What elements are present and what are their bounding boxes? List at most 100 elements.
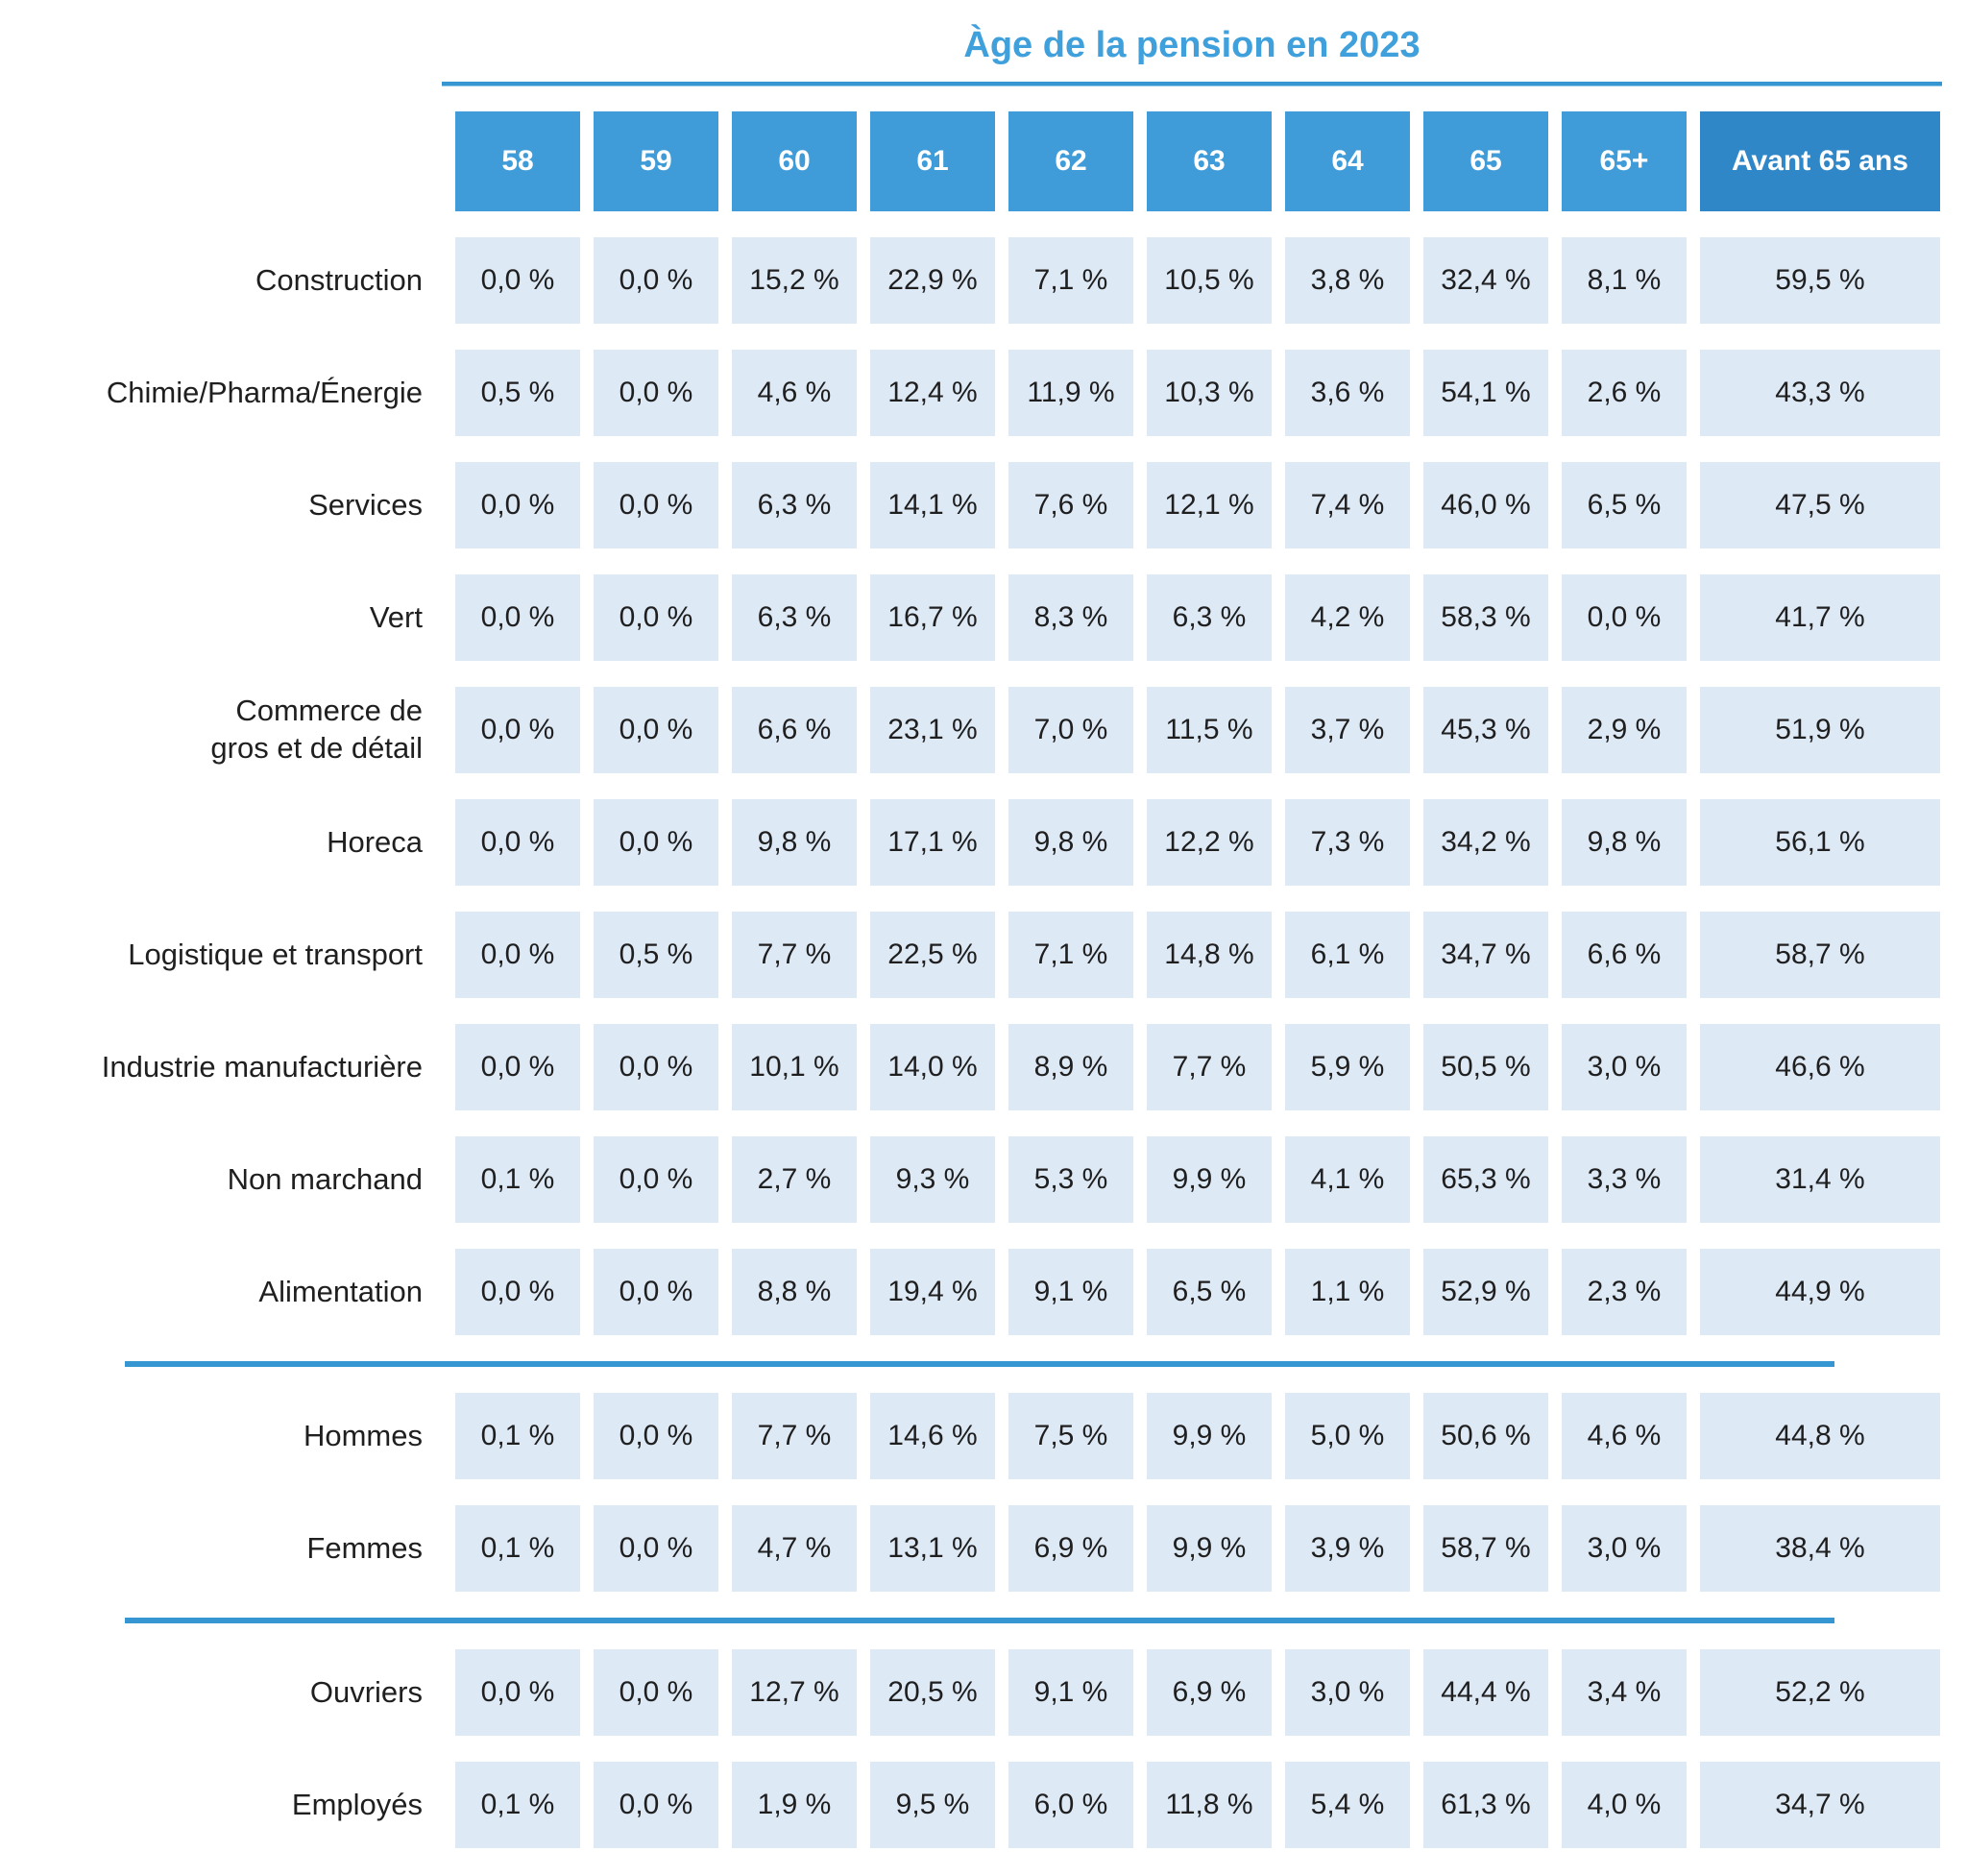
- value-cell: 51,9 %: [1700, 687, 1940, 773]
- value-cell: 0,0 %: [594, 799, 718, 886]
- value-cell: 0,0 %: [594, 574, 718, 661]
- value-cell: 11,5 %: [1147, 687, 1272, 773]
- title-rule: [442, 82, 1942, 86]
- group-separator-line: [125, 1618, 1834, 1623]
- value-cell: 12,4 %: [870, 350, 995, 436]
- value-cell: 45,3 %: [1423, 687, 1548, 773]
- value-cell: 0,0 %: [455, 912, 580, 998]
- value-cell: 41,7 %: [1700, 574, 1940, 661]
- value-cell: 0,0 %: [455, 574, 580, 661]
- column-header-65: 65+: [1562, 111, 1687, 211]
- value-cell: 4,6 %: [732, 350, 857, 436]
- value-cell: 4,2 %: [1285, 574, 1410, 661]
- value-cell: 0,0 %: [594, 1762, 718, 1848]
- value-cell: 6,6 %: [1562, 912, 1687, 998]
- value-cell: 23,1 %: [870, 687, 995, 773]
- row-label: Employés: [291, 1787, 423, 1821]
- value-cell: 0,0 %: [594, 1136, 718, 1223]
- value-cell: 7,7 %: [1147, 1024, 1272, 1110]
- value-cell: 59,5 %: [1700, 237, 1940, 324]
- value-cell: 0,0 %: [455, 1024, 580, 1110]
- value-cell: 3,4 %: [1562, 1649, 1687, 1736]
- value-cell: 0,0 %: [594, 1249, 718, 1335]
- value-cell: 9,8 %: [732, 799, 857, 886]
- value-cell: 2,6 %: [1562, 350, 1687, 436]
- value-cell: 38,4 %: [1700, 1505, 1940, 1592]
- value-cell: 3,0 %: [1562, 1505, 1687, 1592]
- row-label: Logistique et transport: [128, 937, 423, 971]
- group-separator-line: [125, 1361, 1834, 1367]
- value-cell: 0,0 %: [594, 1649, 718, 1736]
- corner-spacer: [19, 111, 442, 211]
- value-cell: 12,7 %: [732, 1649, 857, 1736]
- value-cell: 10,3 %: [1147, 350, 1272, 436]
- value-cell: 11,8 %: [1147, 1762, 1272, 1848]
- value-cell: 10,5 %: [1147, 237, 1272, 324]
- value-cell: 0,0 %: [455, 799, 580, 886]
- value-cell: 9,8 %: [1562, 799, 1687, 886]
- column-header-61: 61: [870, 111, 995, 211]
- value-cell: 58,3 %: [1423, 574, 1548, 661]
- value-cell: 0,1 %: [455, 1393, 580, 1479]
- value-cell: 14,1 %: [870, 462, 995, 548]
- value-cell: 0,0 %: [455, 462, 580, 548]
- value-cell: 5,0 %: [1285, 1393, 1410, 1479]
- value-cell: 47,5 %: [1700, 462, 1940, 548]
- value-cell: 6,5 %: [1562, 462, 1687, 548]
- value-cell: 1,9 %: [732, 1762, 857, 1848]
- value-cell: 12,1 %: [1147, 462, 1272, 548]
- value-cell: 12,2 %: [1147, 799, 1272, 886]
- value-cell: 0,0 %: [1562, 574, 1687, 661]
- value-cell: 8,8 %: [732, 1249, 857, 1335]
- value-cell: 3,3 %: [1562, 1136, 1687, 1223]
- value-cell: 9,1 %: [1008, 1249, 1133, 1335]
- value-cell: 0,0 %: [594, 350, 718, 436]
- row-label: Commerce de gros et de détail: [210, 694, 423, 765]
- value-cell: 7,3 %: [1285, 799, 1410, 886]
- value-cell: 9,3 %: [870, 1136, 995, 1223]
- row-label: Services: [308, 487, 423, 522]
- value-cell: 0,0 %: [594, 1393, 718, 1479]
- value-cell: 2,9 %: [1562, 687, 1687, 773]
- value-cell: 9,1 %: [1008, 1649, 1133, 1736]
- value-cell: 13,1 %: [870, 1505, 995, 1592]
- value-cell: 9,9 %: [1147, 1505, 1272, 1592]
- value-cell: 5,4 %: [1285, 1762, 1410, 1848]
- value-cell: 14,6 %: [870, 1393, 995, 1479]
- value-cell: 0,0 %: [594, 1024, 718, 1110]
- value-cell: 9,8 %: [1008, 799, 1133, 886]
- value-cell: 50,5 %: [1423, 1024, 1548, 1110]
- column-header-Avant65ans: Avant 65 ans: [1700, 111, 1940, 211]
- value-cell: 4,0 %: [1562, 1762, 1687, 1848]
- column-header-64: 64: [1285, 111, 1410, 211]
- value-cell: 0,1 %: [455, 1505, 580, 1592]
- value-cell: 7,7 %: [732, 912, 857, 998]
- column-header-63: 63: [1147, 111, 1272, 211]
- value-cell: 34,7 %: [1423, 912, 1548, 998]
- column-header-60: 60: [732, 111, 857, 211]
- row-label: Ouvriers: [309, 1674, 423, 1709]
- value-cell: 3,0 %: [1285, 1649, 1410, 1736]
- value-cell: 22,9 %: [870, 237, 995, 324]
- row-label: Vert: [369, 599, 423, 634]
- row-label: Industrie manufacturière: [101, 1049, 423, 1084]
- value-cell: 7,6 %: [1008, 462, 1133, 548]
- value-cell: 5,9 %: [1285, 1024, 1410, 1110]
- value-cell: 20,5 %: [870, 1649, 995, 1736]
- row-label: Non marchand: [227, 1161, 423, 1196]
- value-cell: 0,1 %: [455, 1136, 580, 1223]
- value-cell: 6,0 %: [1008, 1762, 1133, 1848]
- value-cell: 7,4 %: [1285, 462, 1410, 548]
- row-label: Horeca: [327, 824, 423, 859]
- value-cell: 52,9 %: [1423, 1249, 1548, 1335]
- value-cell: 58,7 %: [1700, 912, 1940, 998]
- value-cell: 2,3 %: [1562, 1249, 1687, 1335]
- value-cell: 1,1 %: [1285, 1249, 1410, 1335]
- value-cell: 56,1 %: [1700, 799, 1940, 886]
- value-cell: 8,9 %: [1008, 1024, 1133, 1110]
- value-cell: 0,1 %: [455, 1762, 580, 1848]
- value-cell: 3,7 %: [1285, 687, 1410, 773]
- value-cell: 34,2 %: [1423, 799, 1548, 886]
- value-cell: 14,0 %: [870, 1024, 995, 1110]
